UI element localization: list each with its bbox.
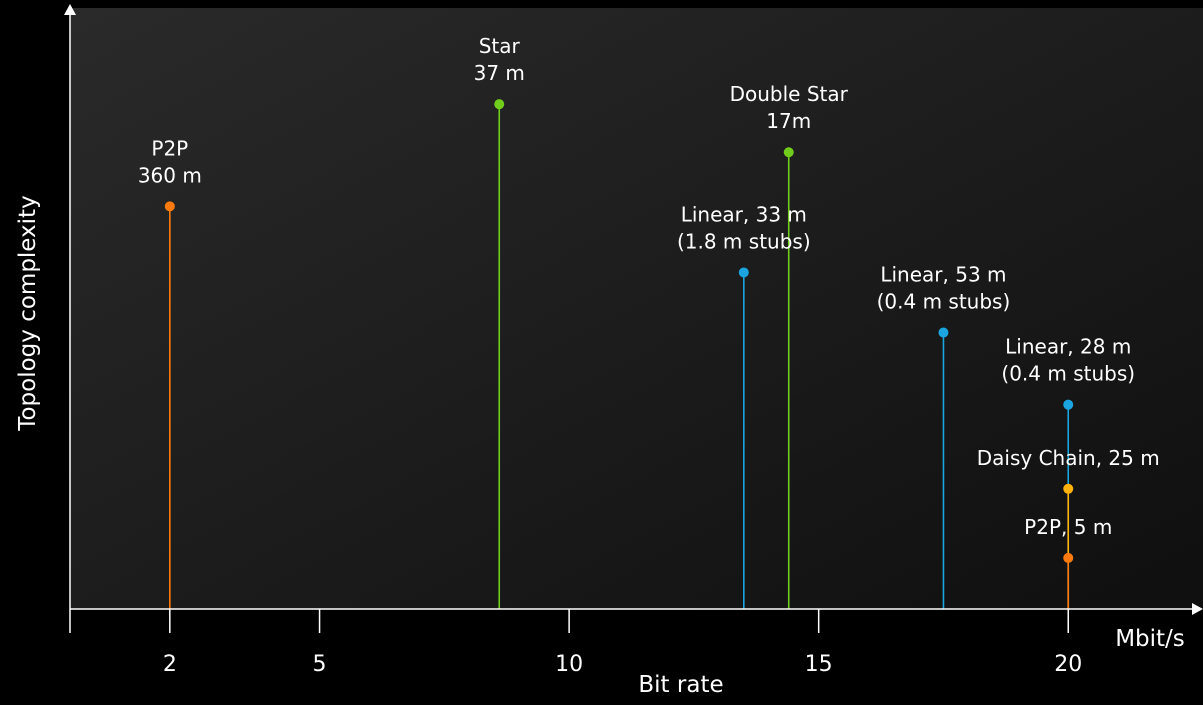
point-label: Star 37 m: [474, 34, 525, 85]
stem-point: [783, 147, 794, 158]
x-tick-label: 2: [163, 652, 177, 677]
point-label: Linear, 33 m (1.8 m stubs): [677, 202, 811, 253]
x-ticks-layer: 2 5 10 15 20: [163, 609, 1082, 677]
stem-point: [738, 267, 749, 278]
x-axis-unit: Mbit/s: [1115, 626, 1185, 652]
stem-point: [494, 99, 505, 110]
stem-point: [1063, 552, 1074, 563]
y-axis-title: Topology complexity: [15, 195, 41, 431]
x-axis-title: Bit rate: [638, 672, 723, 698]
stem-point: [1063, 483, 1074, 494]
plot-area-background: [70, 8, 1203, 609]
x-tick-label: 15: [805, 652, 833, 677]
point-label: Double Star 17m: [730, 82, 849, 133]
x-tick-label: 5: [313, 652, 327, 677]
x-tick-label: 10: [555, 652, 583, 677]
point-label: P2P 360 m: [138, 136, 202, 187]
x-tick-label: 20: [1054, 652, 1082, 677]
axes-layer: [64, 4, 1203, 633]
y-axis-arrowhead: [64, 4, 76, 15]
point-labels-layer: P2P 360 m Star 37 m Double Star 17m Linear, 33…: [138, 34, 1160, 539]
point-label: Daisy Chain, 25 m: [977, 446, 1160, 470]
stem-point: [938, 327, 949, 338]
stem-point: [1063, 399, 1074, 410]
stems-layer: [164, 99, 1074, 609]
point-label: P2P, 5 m: [1024, 515, 1112, 539]
point-label: Linear, 28 m (0.4 m stubs): [1001, 335, 1135, 386]
point-label: Linear, 53 m (0.4 m stubs): [877, 263, 1011, 314]
stem-point: [164, 201, 175, 212]
x-axis-arrowhead: [1192, 603, 1203, 615]
